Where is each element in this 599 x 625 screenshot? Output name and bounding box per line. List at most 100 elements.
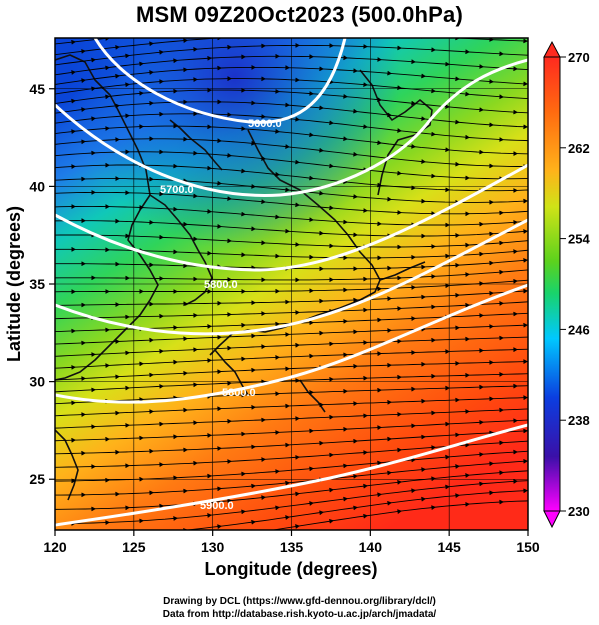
wind-arrow [183, 221, 188, 227]
wind-arrow [71, 289, 76, 294]
wind-arrow [431, 244, 436, 249]
streamline [55, 419, 528, 442]
wind-arrow [261, 76, 266, 82]
wind-arrow [285, 102, 290, 108]
wind-arrow [377, 351, 382, 356]
wind-arrow [431, 131, 436, 137]
wind-arrow [217, 406, 222, 411]
wind-arrow [377, 97, 382, 103]
wind-arrow [173, 58, 178, 63]
wind-arrow [261, 199, 266, 205]
wind-arrow [377, 425, 382, 430]
wind-arrow [455, 325, 460, 331]
wind-arrow [207, 209, 212, 214]
wind-arrow [431, 274, 436, 279]
wind-arrow [139, 91, 144, 96]
wind-arrow [431, 304, 436, 310]
colorbar-tick-label: 270 [568, 50, 590, 65]
wind-arrow [115, 73, 120, 79]
wind-arrow [421, 467, 426, 472]
wind-arrow [149, 532, 153, 536]
wind-arrow [275, 430, 280, 435]
wind-arrow [295, 277, 300, 283]
contour-label: 5800.0 [222, 387, 256, 399]
wind-arrow [251, 483, 256, 489]
wind-arrow [499, 269, 504, 275]
wind-arrow [295, 43, 300, 48]
wind-arrow [261, 240, 266, 246]
contour-label: 5900.0 [200, 500, 234, 512]
wind-arrow [251, 404, 256, 410]
wind-arrow [295, 342, 300, 348]
wind-arrow [125, 113, 130, 119]
wind-arrow [329, 43, 334, 48]
wind-arrow [81, 302, 86, 308]
wind-arrow [295, 416, 300, 421]
wind-arrow [241, 356, 246, 362]
wind-arrow [455, 233, 460, 238]
wind-arrow [115, 302, 120, 307]
wind-arrow [193, 313, 198, 318]
wind-arrow [513, 449, 518, 455]
wind-arrow [241, 168, 246, 174]
wind-arrow [387, 112, 392, 118]
wind-arrow [159, 149, 164, 155]
wind-arrow [217, 65, 222, 71]
wind-arrow [81, 376, 86, 381]
wind-arrow [261, 156, 266, 161]
wind-arrow [285, 515, 290, 520]
wind-arrow [343, 463, 348, 469]
wind-arrow [329, 376, 334, 382]
wind-arrow [71, 70, 76, 75]
wind-arrow [217, 334, 222, 340]
contour-label: 5700.0 [160, 184, 194, 196]
wind-arrow [387, 399, 392, 405]
wind-arrow [310, 22, 314, 26]
wind-arrow [343, 319, 348, 324]
wind-arrow [285, 299, 290, 305]
wind-arrow [499, 499, 504, 505]
wind-arrow [261, 495, 266, 500]
wind-arrow [387, 265, 392, 271]
wind-arrow [513, 278, 518, 284]
wind-arrow [149, 409, 154, 414]
wind-arrow [105, 520, 110, 525]
wind-arrow [445, 23, 449, 27]
wind-arrow [421, 198, 426, 204]
wind-arrow [309, 132, 314, 138]
wind-arrow [91, 506, 96, 512]
wind-arrow [193, 47, 198, 52]
wind-arrow [275, 23, 279, 27]
wind-arrow [513, 418, 518, 423]
wind-arrow [412, 22, 416, 26]
wind-arrow [465, 372, 470, 378]
height-contours [55, 38, 528, 527]
wind-arrow [285, 332, 290, 337]
wind-arrow [91, 150, 96, 156]
wind-arrow [363, 450, 368, 455]
wind-arrow [251, 65, 256, 70]
wind-arrow [241, 322, 246, 328]
wind-arrow [125, 53, 130, 59]
wind-arrow [343, 94, 348, 99]
wind-arrow [353, 108, 358, 114]
wind-arrow [421, 159, 426, 164]
wind-arrow [105, 327, 110, 333]
wind-arrow [71, 164, 76, 169]
wind-arrow [183, 301, 188, 307]
wind-arrow [139, 361, 144, 367]
wind-arrow [71, 437, 76, 443]
wind-arrow [363, 124, 368, 129]
wind-arrow [71, 365, 76, 370]
wind-arrow [479, 251, 484, 257]
wind-arrow [387, 362, 392, 368]
wind-arrow [397, 210, 402, 215]
wind-arrow [411, 350, 416, 355]
wind-arrow [81, 218, 86, 223]
wind-arrow [513, 479, 518, 484]
wind-arrow [353, 363, 358, 369]
wind-arrow [159, 313, 164, 319]
wind-arrow [261, 43, 266, 49]
wind-arrow [81, 139, 86, 145]
wind-arrow [309, 217, 314, 222]
